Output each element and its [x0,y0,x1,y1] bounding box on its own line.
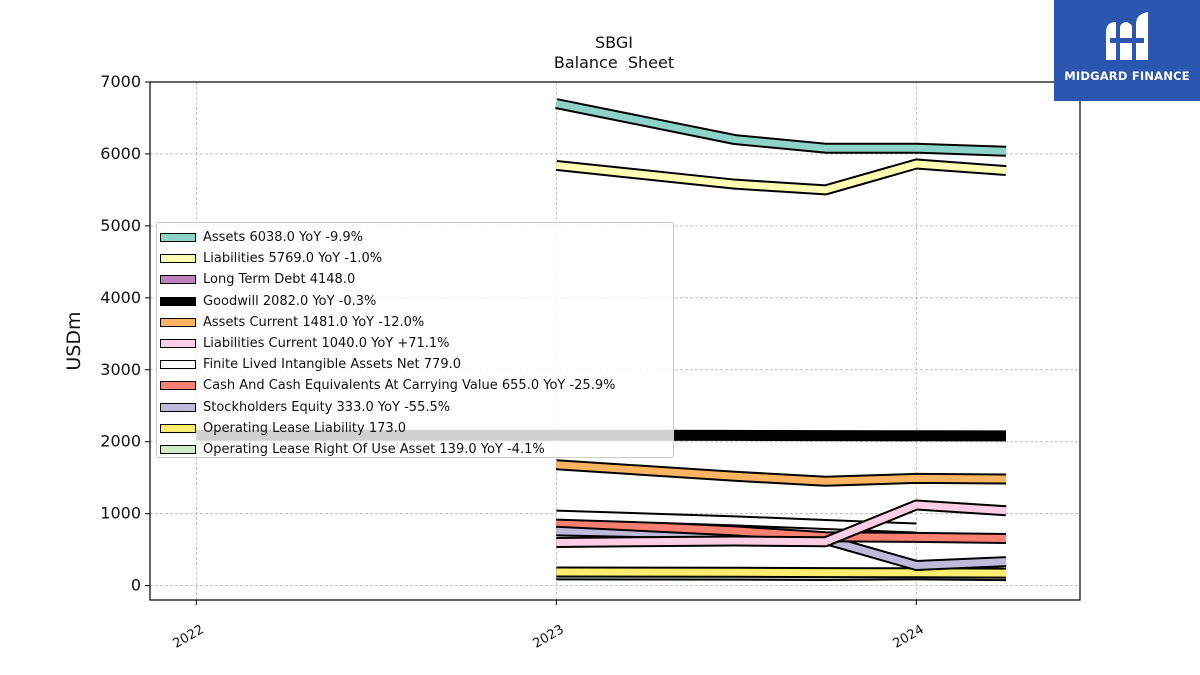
chart-legend: Assets 6038.0 YoY -9.9% Liabilities 5769.… [156,222,674,458]
series-line [556,566,1007,579]
legend-swatch [160,254,196,264]
legend-label: Operating Lease Right Of Use Asset 139.0… [203,441,545,457]
legend-item: Assets Current 1481.0 YoY -12.0% [157,312,673,333]
y-tick-label: 2000 [100,432,141,451]
series-line [555,459,1007,487]
legend-label: Stockholders Equity 333.0 YoY -55.5% [203,399,451,415]
legend-swatch [160,296,196,306]
logo-text: MIDGARD FINANCE [1064,69,1190,83]
chart-subtitle: Balance Sheet [554,53,674,72]
legend-label: Assets 6038.0 YoY -9.9% [203,230,364,245]
legend-swatch [160,233,196,242]
series-stroke [556,568,1007,577]
legend-swatch [160,402,196,412]
series-line [556,499,1007,548]
legend-swatch [160,338,196,348]
legend-swatch [160,381,196,391]
legend-item: Cash And Cash Equivalents At Carrying Va… [157,375,673,396]
midgard-logo-icon [1106,12,1148,60]
legend-item: Stockholders Equity 333.0 YoY -55.5% [157,397,673,418]
legend-label: Finite Lived Intangible Assets Net 779.0 [203,357,461,373]
legend-label: Cash And Cash Equivalents At Carrying Va… [203,378,616,394]
y-tick-label: 6000 [100,144,141,163]
legend-item: Operating Lease Right Of Use Asset 139.0… [157,439,673,460]
legend-item: Operating Lease Liability 173.0 [157,418,673,439]
y-tick-label: 4000 [100,288,141,307]
x-tick-label: 2023 [530,622,566,652]
series-line [555,158,1007,196]
legend-swatch [160,423,196,433]
legend-swatch [160,444,196,454]
series-line [555,98,1007,157]
series-stroke [555,100,1007,155]
legend-label: Goodwill 2082.0 YoY -0.3% [203,293,377,309]
legend-item: Finite Lived Intangible Assets Net 779.0 [157,354,673,375]
series-layer [196,98,1007,582]
y-tick-label: 5000 [100,216,141,235]
legend-item: Goodwill 2082.0 YoY -0.3% [157,291,673,312]
y-tick-label: 0 [131,576,141,595]
series-stroke [555,160,1007,194]
legend-label: Assets Current 1481.0 YoY -12.0% [203,314,425,330]
legend-item: Liabilities Current 1040.0 YoY +71.1% [157,333,673,354]
legend-label: Liabilities Current 1040.0 YoY +71.1% [203,335,450,351]
chart-title: SBGI [595,33,633,52]
legend-swatch [160,317,196,327]
y-tick-label: 7000 [100,72,141,91]
y-tick-label: 3000 [100,360,141,379]
x-tick-label: 2024 [890,622,926,652]
legend-swatch [160,360,196,370]
x-tick-label: 2022 [171,622,207,652]
plot-frame [149,81,1081,601]
y-tick-label: 1000 [100,504,141,523]
legend-item: Liabilities 5769.0 YoY -1.0% [157,248,673,269]
y-axis-label: USDm [63,311,85,370]
legend-item: Assets 6038.0 YoY -9.9% [157,227,673,248]
series-stroke [556,501,1007,546]
series-stroke [556,461,1007,485]
legend-label: Liabilities 5769.0 YoY -1.0% [203,251,383,267]
legend-label: Long Term Debt 4148.0 [203,272,356,288]
legend-item: Long Term Debt 4148.0 [157,269,673,290]
midgard-finance-logo: MIDGARD FINANCE [1054,0,1200,101]
legend-swatch [160,275,196,285]
legend-label: Operating Lease Liability 173.0 [203,420,407,436]
